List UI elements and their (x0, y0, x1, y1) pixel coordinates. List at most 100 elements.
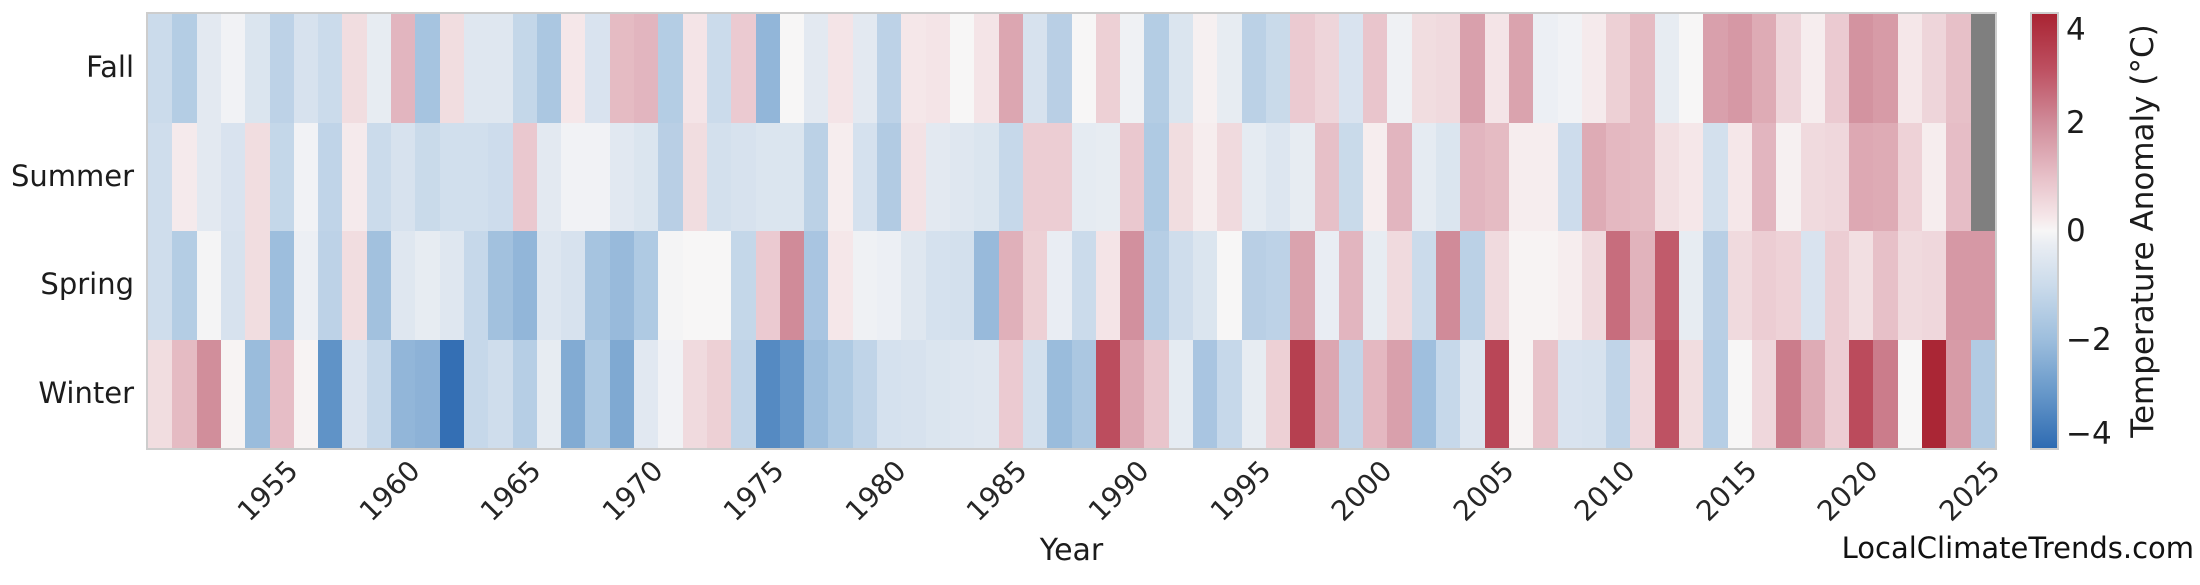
heatmap-cell-winter-2024 (1946, 339, 1972, 449)
x-axis-label: Year (1039, 533, 1104, 568)
heatmap-cell-fall-2013 (1679, 14, 1704, 123)
heatmap-cell-spring-2013 (1679, 231, 1704, 340)
heatmap-cell-winter-2022 (1897, 339, 1923, 449)
heatmap-cell-winter-1958 (342, 339, 368, 449)
heatmap-cell-summer-1979 (852, 122, 878, 232)
heatmap-cell-summer-2009 (1581, 122, 1607, 232)
heatmap-cell-spring-2007 (1533, 231, 1559, 340)
heatmap-cell-spring-2005 (1484, 231, 1510, 340)
heatmap-cell-fall-2008 (1557, 14, 1583, 123)
heatmap-cell-summer-1992 (1168, 122, 1194, 232)
heatmap-cell-summer-1999 (1338, 122, 1364, 232)
heatmap-cell-fall-1977 (804, 14, 829, 123)
heatmap-cell-fall-1950 (148, 14, 173, 123)
heatmap-cell-spring-2006 (1508, 231, 1534, 340)
heatmap-cell-summer-1988 (1071, 122, 1097, 232)
heatmap-cell-spring-1996 (1265, 231, 1291, 340)
heatmap-cell-fall-1954 (245, 14, 270, 123)
heatmap-cell-summer-2004 (1460, 122, 1486, 232)
heatmap-cell-winter-1976 (779, 339, 805, 449)
x-tick-label-2020: 2020 (1810, 454, 1885, 528)
heatmap-cell-spring-1968 (585, 231, 611, 340)
heatmap-cell-spring-1959 (366, 231, 392, 340)
heatmap-cell-summer-1980 (877, 122, 902, 232)
heatmap-cell-summer-1983 (949, 122, 975, 232)
heatmap-cell-spring-1972 (682, 231, 708, 340)
heatmap-cell-summer-2018 (1800, 122, 1826, 232)
heatmap-cell-fall-2016 (1751, 14, 1777, 123)
heatmap-cell-fall-1974 (731, 14, 757, 123)
heatmap-cell-summer-2023 (1922, 122, 1947, 232)
heatmap-cell-spring-1979 (852, 231, 878, 340)
heatmap-cell-summer-1995 (1241, 122, 1267, 232)
heatmap-cell-fall-2022 (1897, 14, 1923, 123)
x-tick-label-1955: 1955 (231, 454, 305, 528)
heatmap-cell-fall-2004 (1460, 14, 1486, 123)
heatmap-cell-summer-2014 (1703, 122, 1729, 232)
heatmap-cell-winter-1951 (172, 339, 198, 449)
heatmap-cell-spring-2019 (1824, 231, 1850, 340)
heatmap-cell-fall-2023 (1922, 14, 1947, 123)
heatmap-cell-winter-1979 (852, 339, 878, 449)
heatmap-cell-spring-1975 (755, 231, 781, 340)
heatmap-cell-winter-2000 (1363, 339, 1388, 449)
heatmap-cell-fall-2003 (1436, 14, 1461, 123)
heatmap-cell-fall-2009 (1581, 14, 1607, 123)
heatmap-cell-summer-1952 (196, 122, 222, 232)
heatmap-cell-spring-1980 (877, 231, 902, 340)
heatmap-cell-summer-1963 (463, 122, 489, 232)
heatmap-cell-winter-1967 (561, 339, 586, 449)
heatmap-cell-winter-1956 (293, 339, 319, 449)
heatmap-cell-summer-1996 (1265, 122, 1291, 232)
heatmap-cell-fall-1979 (852, 14, 878, 123)
heatmap-cell-winter-1996 (1265, 339, 1291, 449)
heatmap-cell-winter-1978 (828, 339, 854, 449)
heatmap-cell-spring-1951 (172, 231, 198, 340)
heatmap-cell-fall-1972 (682, 14, 708, 123)
heatmap-cell-winter-1970 (634, 339, 659, 449)
heatmap-cell-winter-2021 (1873, 339, 1899, 449)
heatmap-cell-fall-1995 (1241, 14, 1267, 123)
heatmap-cell-summer-1953 (220, 122, 246, 232)
heatmap-cell-fall-2024 (1946, 14, 1972, 123)
heatmap-cell-fall-1992 (1168, 14, 1194, 123)
x-tick-label-1970: 1970 (595, 454, 670, 528)
heatmap-cell-fall-1985 (998, 14, 1024, 123)
heatmap-cell-spring-1952 (196, 231, 222, 340)
x-tick-label-2000: 2000 (1324, 454, 1399, 528)
x-tick-label-2015: 2015 (1689, 454, 1764, 528)
heatmap-cell-spring-1973 (706, 231, 732, 340)
heatmap-cell-fall-2015 (1727, 14, 1753, 123)
heatmap-cell-winter-1961 (415, 339, 441, 449)
heatmap-cell-fall-1981 (901, 14, 927, 123)
heatmap-cell-fall-1980 (877, 14, 902, 123)
heatmap-cell-spring-1969 (609, 231, 635, 340)
heatmap-cell-winter-1966 (536, 339, 562, 449)
heatmap-cell-fall-2018 (1800, 14, 1826, 123)
heatmap-cell-fall-1961 (415, 14, 441, 123)
heatmap-cell-fall-1984 (974, 14, 1000, 123)
heatmap-cell-winter-2025 (1970, 339, 1996, 449)
heatmap-cell-summer-1978 (828, 122, 854, 232)
x-tick-label-2010: 2010 (1567, 454, 1642, 528)
heatmap-cell-fall-1965 (512, 14, 538, 123)
heatmap-cell-winter-1957 (318, 339, 343, 449)
heatmap-cell-winter-2004 (1460, 339, 1486, 449)
heatmap-cell-fall-1973 (706, 14, 732, 123)
heatmap-cell-spring-1998 (1314, 231, 1340, 340)
heatmap-cell-winter-2012 (1654, 339, 1680, 449)
heatmap-cell-summer-1982 (925, 122, 951, 232)
heatmap-cell-fall-1999 (1338, 14, 1364, 123)
heatmap-cell-summer-2007 (1533, 122, 1559, 232)
heatmap-cell-fall-1963 (463, 14, 489, 123)
heatmap-cell-summer-1985 (998, 122, 1024, 232)
heatmap-cell-spring-1950 (148, 231, 173, 340)
heatmap-cell-spring-1953 (220, 231, 246, 340)
heatmap-cell-summer-1986 (1022, 122, 1048, 232)
heatmap-cell-winter-2010 (1606, 339, 1631, 449)
heatmap-cell-fall-1962 (439, 14, 465, 123)
heatmap-cell-fall-2012 (1654, 14, 1680, 123)
heatmap-cell-summer-1958 (342, 122, 368, 232)
x-tick-label-1960: 1960 (352, 454, 427, 528)
heatmap-cell-winter-1984 (974, 339, 1000, 449)
